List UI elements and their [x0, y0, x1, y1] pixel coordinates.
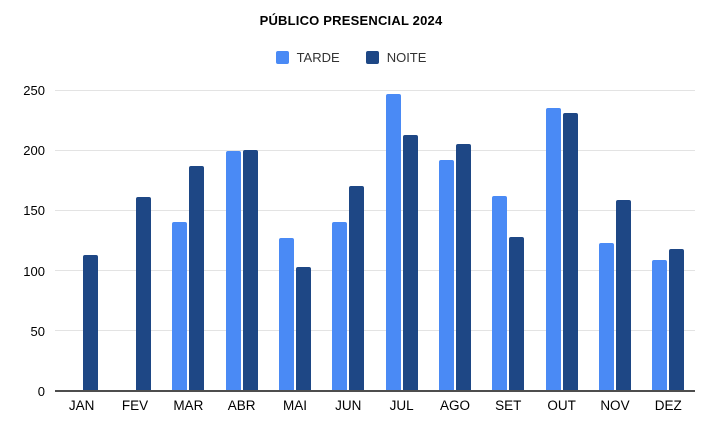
bar-noite-jul [402, 135, 418, 391]
x-axis-label-abr: ABR [227, 398, 256, 413]
bar-tarde-nov [598, 243, 614, 391]
y-tick-label: 50 [30, 323, 45, 339]
legend-swatch-noite-icon [365, 51, 379, 64]
bar-group-jan [55, 90, 108, 391]
gridline [55, 89, 695, 91]
bar-group-ago [428, 90, 481, 391]
bar-tarde-mai [278, 238, 294, 391]
bar-group-jul [375, 90, 428, 391]
bar-noite-mai [295, 267, 311, 391]
bar-tarde-jun [332, 222, 348, 391]
bar-noite-mar [189, 166, 205, 391]
bar-tarde-ago [438, 160, 454, 391]
x-axis-label-jun: JUN [335, 398, 362, 413]
plot-area [55, 89, 695, 392]
legend-item-noite: NOITE [365, 50, 427, 65]
gridline [55, 149, 695, 151]
y-tick-label: 100 [23, 263, 45, 279]
y-tick-label: 150 [23, 203, 45, 219]
x-axis-label-fev: FEV [121, 398, 149, 413]
legend-label-tarde: TARDE [296, 50, 340, 65]
bar-group-fev [108, 90, 161, 391]
bar-group-out [535, 90, 588, 391]
x-axis-label-mar: MAR [173, 398, 204, 413]
x-axis-line [55, 390, 695, 392]
gridline [55, 330, 695, 332]
x-axis-label-jan: JAN [68, 398, 95, 413]
bar-noite-abr [242, 150, 258, 391]
bar-noite-dez [669, 249, 685, 391]
x-axis: JAN FEV MAR ABR MAI JUN JUL AGO SET OUT NOV DEZ [55, 398, 695, 413]
legend: TARDE NOITE [0, 50, 702, 65]
y-axis: 0 50 100 150 200 250 [0, 83, 45, 399]
legend-swatch-tarde-icon [275, 51, 289, 64]
bar-groups [55, 90, 695, 391]
legend-item-tarde: TARDE [275, 50, 340, 65]
bar-tarde-out [545, 108, 561, 391]
bar-noite-nov [615, 200, 631, 391]
bar-group-abr [215, 90, 268, 391]
x-axis-label-set: SET [495, 398, 522, 413]
bar-group-set [482, 90, 535, 391]
bar-tarde-abr [225, 151, 241, 391]
legend-label-noite: NOITE [386, 50, 427, 65]
bar-noite-jan [82, 255, 98, 391]
bar-noite-set [509, 237, 525, 391]
bar-tarde-jul [385, 94, 401, 391]
x-axis-label-jul: JUL [389, 398, 414, 413]
bar-noite-fev [135, 197, 151, 391]
bar-tarde-mar [172, 222, 188, 391]
bar-group-nov [588, 90, 641, 391]
chart-title: PÚBLICO PRESENCIAL 2024 [259, 13, 443, 28]
bar-group-jun [322, 90, 375, 391]
bar-noite-ago [455, 144, 471, 391]
x-axis-label-ago: AGO [439, 398, 470, 413]
y-tick-label: 250 [23, 83, 45, 98]
bar-noite-jun [349, 186, 365, 391]
x-axis-label-out: OUT [547, 398, 576, 413]
y-tick-label: 0 [37, 384, 45, 399]
bar-group-mai [268, 90, 321, 391]
y-tick-label: 200 [23, 143, 45, 159]
bar-tarde-dez [652, 260, 668, 391]
bar-tarde-set [492, 196, 508, 391]
bar-group-dez [642, 90, 695, 391]
x-axis-label-dez: DEZ [654, 398, 682, 413]
bar-group-mar [162, 90, 215, 391]
gridline [55, 270, 695, 272]
x-axis-label-nov: NOV [600, 398, 630, 413]
gridline [55, 209, 695, 211]
bar-noite-out [562, 113, 578, 391]
x-axis-label-mai: MAI [282, 398, 307, 413]
